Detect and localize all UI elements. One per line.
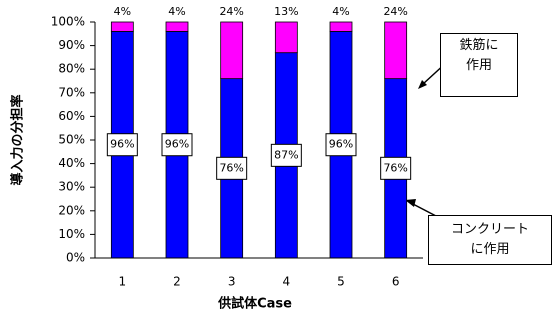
y-tick-label: 30% bbox=[58, 180, 85, 194]
arrow-head bbox=[405, 199, 416, 207]
y-tick-label: 50% bbox=[58, 133, 85, 147]
data-label: 13% bbox=[274, 5, 298, 18]
y-tick-label: 90% bbox=[58, 38, 85, 52]
arrow bbox=[410, 202, 437, 217]
bar-segment bbox=[110, 21, 134, 32]
y-tick-label: 40% bbox=[58, 156, 85, 170]
data-label: 96% bbox=[329, 138, 353, 151]
callout: 鉄筋に 作用 bbox=[440, 33, 518, 97]
x-tick-label: 5 bbox=[337, 275, 345, 289]
data-label: 4% bbox=[332, 5, 349, 18]
data-label: 4% bbox=[114, 5, 131, 18]
data-label: 76% bbox=[383, 161, 407, 174]
bar-segment bbox=[274, 21, 298, 54]
data-label: 76% bbox=[219, 161, 243, 174]
bar-segment bbox=[220, 21, 244, 80]
x-tick-label: 1 bbox=[119, 275, 127, 289]
label-box bbox=[106, 133, 138, 157]
y-tick-label: 0% bbox=[66, 251, 85, 265]
data-label: 24% bbox=[219, 5, 243, 18]
bar-segment bbox=[165, 21, 189, 32]
x-tick-label: 2 bbox=[173, 275, 181, 289]
label-box bbox=[216, 156, 248, 180]
data-label: 96% bbox=[110, 138, 134, 151]
data-label: 87% bbox=[274, 148, 298, 161]
data-label: 4% bbox=[168, 5, 185, 18]
label-box bbox=[325, 133, 357, 157]
y-axis-label: 導入力の分担率 bbox=[10, 94, 26, 185]
x-axis-label: 供試体Case bbox=[217, 296, 292, 312]
y-tick-label: 100% bbox=[51, 15, 85, 29]
y-tick-label: 10% bbox=[58, 227, 85, 241]
data-label: 24% bbox=[383, 5, 407, 18]
y-tick-label: 60% bbox=[58, 109, 85, 123]
bar-segment bbox=[329, 21, 353, 32]
arrow-head bbox=[418, 80, 427, 89]
y-tick-label: 70% bbox=[58, 85, 85, 99]
callout: コンクリート に作用 bbox=[428, 215, 552, 265]
x-tick-label: 6 bbox=[392, 275, 400, 289]
x-tick-label: 4 bbox=[283, 275, 291, 289]
bar-segment bbox=[384, 21, 408, 80]
y-tick-label: 20% bbox=[58, 203, 85, 217]
data-label: 96% bbox=[165, 138, 189, 151]
label-box bbox=[380, 156, 412, 180]
label-box bbox=[161, 133, 193, 157]
label-box bbox=[270, 143, 302, 167]
x-tick-label: 3 bbox=[228, 275, 236, 289]
y-tick-label: 80% bbox=[58, 62, 85, 76]
